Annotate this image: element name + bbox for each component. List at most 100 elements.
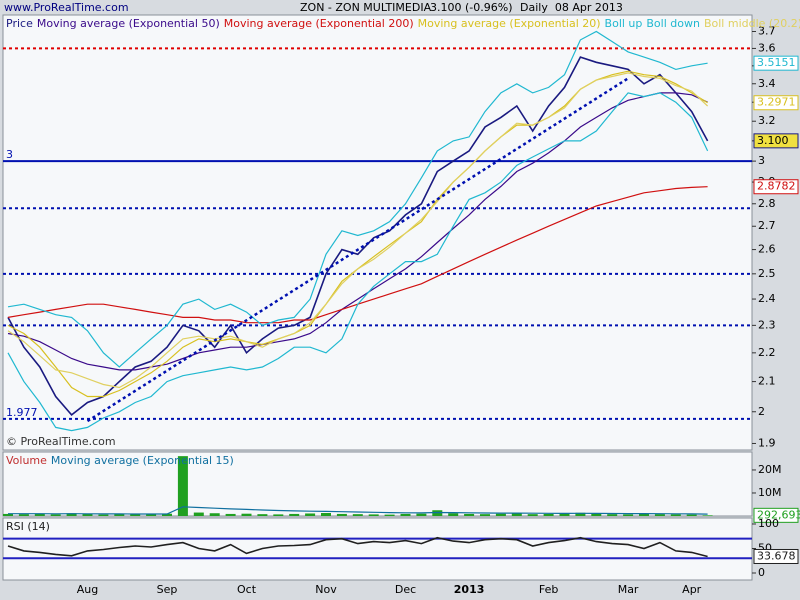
y-tick-label: 100 <box>758 517 779 530</box>
quote: 3.100 (-0.96%) <box>430 1 512 14</box>
legend-entry: Moving average (Exponential 50) <box>37 17 220 30</box>
volume-bar <box>527 514 538 516</box>
horizontal-line-label: 1.977 <box>6 406 38 419</box>
volume-bar <box>416 513 427 516</box>
legend-entry: Boll down <box>646 17 700 30</box>
y-tick-label: 2.4 <box>758 292 776 305</box>
legend: Price Moving average (Exponential 50) Movi… <box>6 17 800 30</box>
rsi-panel <box>2 517 753 581</box>
volume-bar <box>639 513 649 516</box>
volume-bar <box>686 514 697 516</box>
last-value-box <box>753 507 799 523</box>
legend-entry: Moving average (Exponential 20) <box>418 17 601 30</box>
volume-bar <box>670 514 681 516</box>
x-tick-label: Oct <box>237 583 257 596</box>
x-tick-label: Aug <box>77 583 98 596</box>
volume-bar <box>241 513 252 516</box>
volume-bar <box>654 514 665 516</box>
volume-bar <box>321 513 331 516</box>
volume-bar <box>177 456 188 516</box>
volume-bar <box>34 513 45 516</box>
volume-bar <box>50 514 61 516</box>
y-tick-label: 3.7 <box>758 24 776 37</box>
series-line <box>7 72 709 389</box>
y-tick-label: 2.8 <box>758 197 776 210</box>
y-tick-label: 20M <box>758 463 782 476</box>
y-tick-label: 2.3 <box>758 318 776 331</box>
volume-bar <box>495 513 506 516</box>
volume-bar <box>448 513 459 516</box>
volume-bar <box>352 514 363 516</box>
volume-bar <box>209 513 220 516</box>
volume-panel <box>2 451 753 517</box>
x-tick-label: Feb <box>539 583 558 596</box>
last-value-box <box>753 548 799 564</box>
y-tick-label: 10M <box>758 486 782 499</box>
x-tick-label: Dec <box>395 583 416 596</box>
last-value-label: 3.5151 <box>757 56 796 69</box>
last-value-box <box>753 179 799 195</box>
y-tick-label: 2.5 <box>758 267 776 280</box>
legend: Volume Moving average (Exponential 15) <box>6 454 234 467</box>
legend-entry: RSI (14) <box>6 520 50 533</box>
series-line <box>7 92 709 432</box>
x-tick-label: Mar <box>618 583 639 596</box>
last-value-label: 292,693 <box>757 508 800 521</box>
volume-bar <box>66 513 77 516</box>
y-tick-label: 2.6 <box>758 243 776 256</box>
legend-entry: Volume <box>6 454 47 467</box>
legend: RSI (14) <box>6 520 50 533</box>
volume-bar <box>336 513 347 516</box>
volume-bar <box>130 514 141 516</box>
last-value-label: 2.8782 <box>757 180 796 193</box>
y-tick-label: 3.6 <box>758 41 776 54</box>
series-line <box>8 506 708 515</box>
volume-bar <box>114 514 125 516</box>
series-line <box>7 30 708 368</box>
volume-bar <box>559 513 570 516</box>
y-tick-label: 1.9 <box>758 436 776 449</box>
y-tick-label: 3.2 <box>758 114 776 127</box>
volume-bar <box>480 514 490 516</box>
series-line <box>7 92 708 371</box>
volume-bar <box>225 513 236 516</box>
x-tick-label: Nov <box>315 583 337 596</box>
last-value-label: 3.2971 <box>757 96 796 109</box>
y-tick-label: 0 <box>758 566 765 579</box>
volume-bar <box>162 513 172 516</box>
y-tick-label: 2 <box>758 405 765 418</box>
last-value-box <box>753 133 799 149</box>
volume-bar <box>193 512 204 516</box>
y-tick-label: 2.1 <box>758 375 776 388</box>
series-line <box>7 56 709 416</box>
volume-bar <box>305 513 316 516</box>
volume-bar <box>18 514 29 516</box>
volume-bar <box>257 514 268 516</box>
volume-bar <box>3 513 13 516</box>
y-tick-label: 2.7 <box>758 219 776 232</box>
y-tick-label: 3 <box>758 154 765 167</box>
volume-bar <box>591 513 602 516</box>
volume-bar <box>273 514 284 516</box>
last-value-label: 33.678 <box>757 549 796 562</box>
volume-bar <box>432 510 443 516</box>
y-tick-label: 3.4 <box>758 77 776 90</box>
period: Daily 08 Apr 2013 <box>520 1 623 14</box>
volume-bar <box>368 514 379 516</box>
series-line <box>7 536 708 558</box>
last-value-box <box>753 95 799 111</box>
legend-entry: Moving average (Exponential 200) <box>224 17 414 30</box>
volume-bar <box>289 513 300 516</box>
trend-line <box>86 77 629 423</box>
legend-entry: Boll middle (20.2) <box>704 17 800 30</box>
last-value-label: 3.100 <box>757 134 789 147</box>
x-tick-label: Sep <box>157 583 178 596</box>
volume-bar <box>543 513 554 516</box>
copyright: © ProRealTime.com <box>6 435 116 448</box>
volume-bar <box>400 513 411 516</box>
volume-bar <box>98 514 109 516</box>
x-tick-label: 2013 <box>454 583 485 596</box>
volume-bar <box>82 513 93 516</box>
volume-bar <box>146 513 157 516</box>
